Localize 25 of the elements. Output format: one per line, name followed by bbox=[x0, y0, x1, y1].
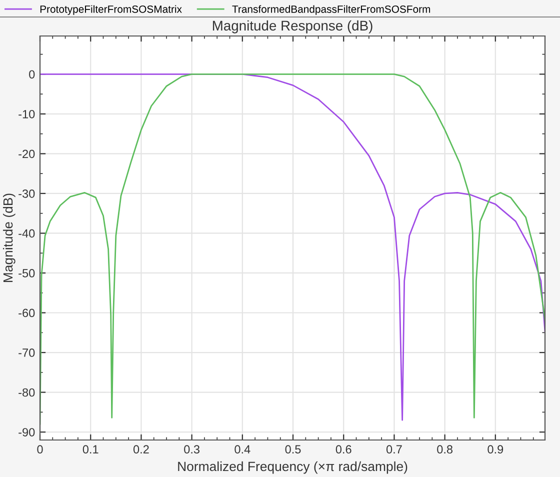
x-tick-label: 0.8 bbox=[437, 445, 453, 454]
y-tick-label: -50 bbox=[18, 269, 35, 278]
chart-title: Magnitude Response (dB) bbox=[212, 20, 372, 34]
x-tick-label: 0 bbox=[37, 445, 43, 454]
x-tick-label: 0.2 bbox=[133, 445, 149, 454]
x-tick-label: 0.5 bbox=[285, 445, 301, 454]
y-tick-label: -30 bbox=[18, 190, 35, 198]
y-tick-label: -40 bbox=[18, 229, 35, 238]
y-tick-label: -70 bbox=[18, 348, 35, 357]
y-tick-label: 0 bbox=[29, 70, 35, 79]
x-tick-label: 0.7 bbox=[386, 445, 402, 454]
y-axis-title: Magnitude (dB) bbox=[3, 194, 16, 282]
y-tick-label: -10 bbox=[18, 110, 35, 118]
y-tick-label: -20 bbox=[18, 150, 35, 158]
y-tick-label: -90 bbox=[18, 428, 35, 436]
x-tick-label: 0.6 bbox=[336, 445, 352, 454]
y-tick-label: -80 bbox=[18, 388, 35, 397]
x-tick-label: 0.9 bbox=[488, 445, 504, 454]
x-tick-label: 0.4 bbox=[234, 445, 250, 454]
legend-label: PrototypeFilterFromSOSMatrix bbox=[40, 5, 182, 15]
x-tick-label: 0.1 bbox=[82, 445, 98, 454]
legend-label: TransformedBandpassFilterFromSOSForm bbox=[232, 5, 430, 15]
x-axis-title: Normalized Frequency (×π rad/sample) bbox=[178, 461, 408, 474]
x-tick-label: 0.3 bbox=[184, 445, 200, 454]
y-tick-label: -60 bbox=[18, 308, 35, 318]
